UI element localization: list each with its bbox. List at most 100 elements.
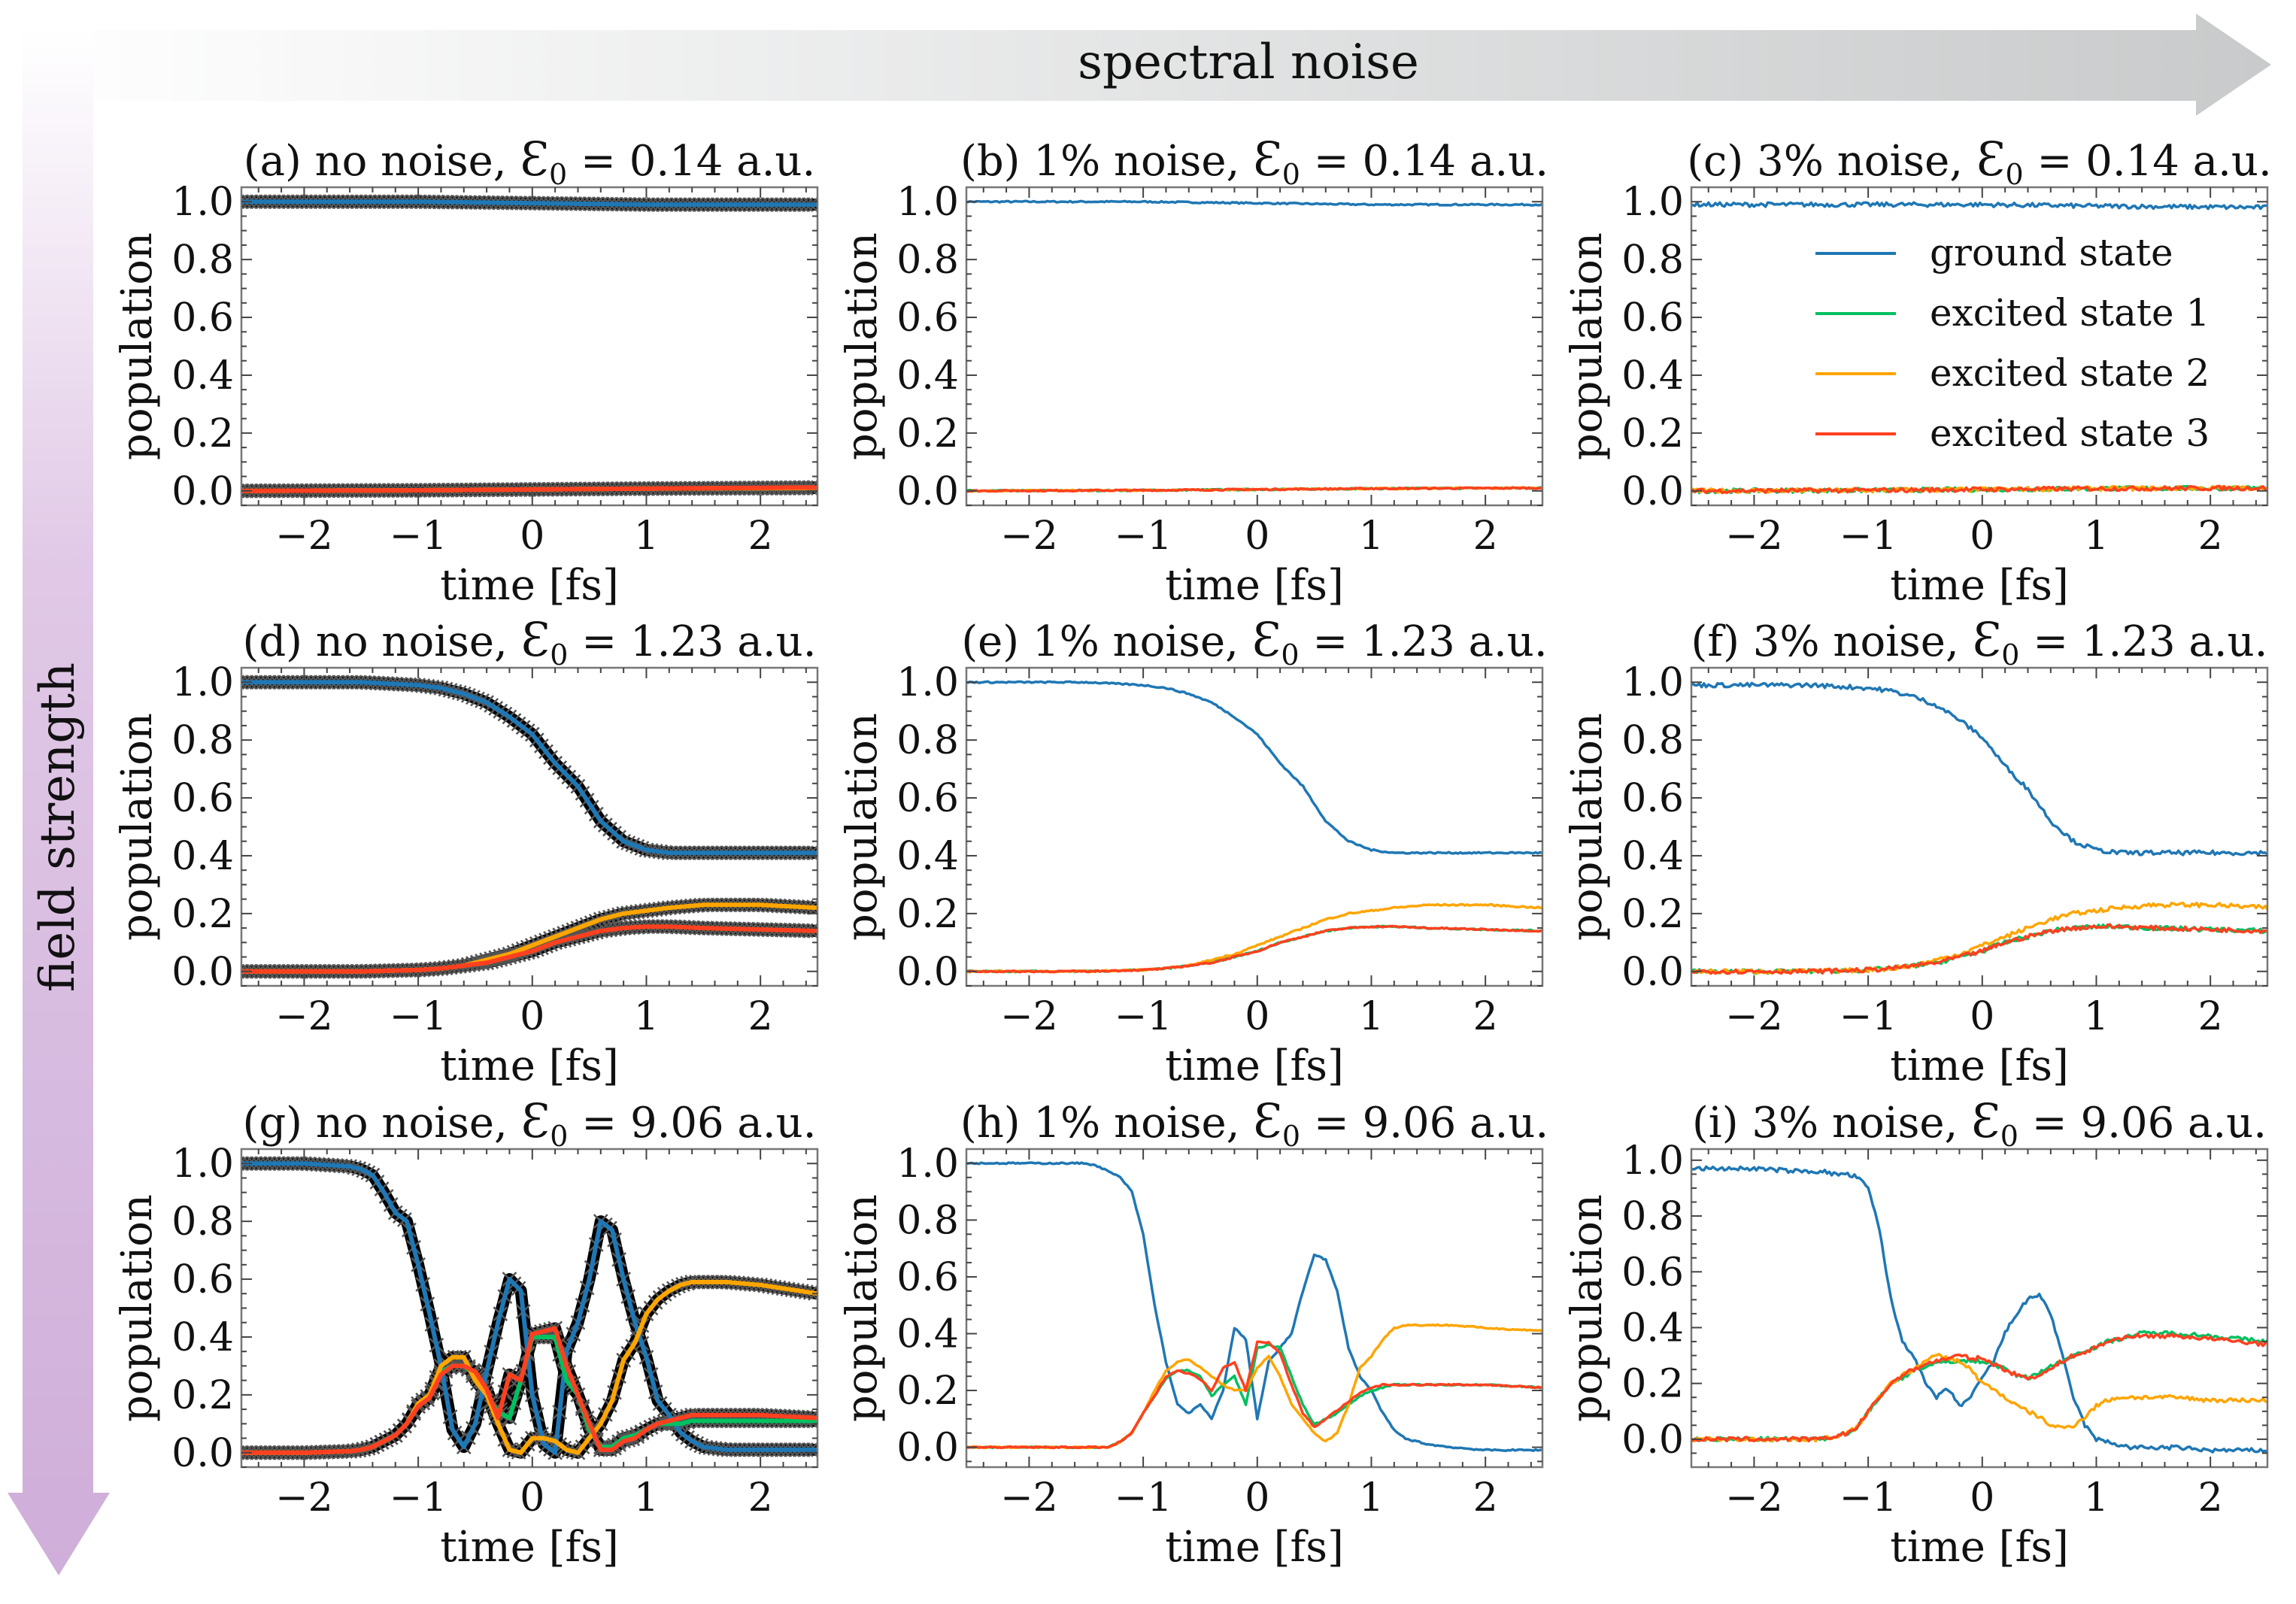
field-symbol: Ɛ (521, 612, 550, 667)
y-tick-label: 0.8 (171, 718, 234, 763)
title-suffix: = 1.23 a.u. (1300, 617, 1548, 666)
axis-ticks (966, 1149, 1542, 1467)
field-subscript: 0 (2006, 158, 2024, 191)
panel-b: (b) 1% noise, Ɛ0 = 0.14 a.u.−2 −1 0 1 20.00.… (838, 132, 1548, 610)
axis-ticks (241, 187, 817, 506)
legend: ground state excited state 1 excited state… (1815, 231, 2210, 455)
series-line-ground (1691, 681, 2267, 857)
y-tick-label: 0.4 (896, 1311, 959, 1357)
field-symbol: Ɛ (1976, 132, 2006, 186)
axis-ticks (1691, 187, 2267, 506)
x-tick-label: −2 (1000, 994, 1058, 1039)
panel-c: (c) 3% noise, Ɛ0 = 0.14 a.u.−2 −1 0 1 20.00.… (1563, 132, 2272, 610)
x-axis-label: time [fs] (440, 561, 619, 610)
y-axis-label: population (1563, 1194, 1612, 1422)
panel-title: (h) 1% noise, Ɛ0 = 9.06 a.u. (960, 1093, 1548, 1153)
legend-label: excited state 1 (1930, 291, 2210, 335)
field-symbol: Ɛ (520, 132, 549, 186)
field-strength-arrow: field strength (8, 30, 110, 1575)
x-axis-label: time [fs] (1890, 561, 2069, 610)
y-tick-label: 0.2 (896, 1369, 959, 1414)
plot-area (241, 194, 817, 499)
y-tick-label: 0.6 (1621, 776, 1684, 821)
x-tick-label: 0 (1970, 514, 1994, 559)
axis-ticks (966, 668, 1542, 987)
series-line-es2 (1691, 1353, 2267, 1443)
axes-frame (240, 186, 819, 507)
y-tick-label: 0.0 (171, 950, 234, 995)
field-subscript: 0 (1282, 1120, 1300, 1153)
legend-label: excited state 2 (1930, 351, 2210, 395)
axes-frame (965, 186, 1544, 507)
panel-title: (g) no noise, Ɛ0 = 9.06 a.u. (242, 1093, 816, 1153)
y-tick-label: 0.2 (1621, 892, 1684, 937)
panel-title: (a) no noise, Ɛ0 = 0.14 a.u. (244, 132, 816, 191)
axis-ticks (1691, 668, 2267, 987)
title-suffix: = 9.06 a.u. (568, 1099, 816, 1148)
y-tick-label: 0.0 (1621, 469, 1684, 514)
x-axis-label: time [fs] (1165, 561, 1344, 610)
axis-ticks (966, 187, 1542, 506)
plot-area (1691, 201, 2267, 495)
legend-label: excited state 3 (1930, 411, 2210, 455)
x-axis-label: time [fs] (1165, 1042, 1344, 1090)
y-tick-label: 0.2 (171, 411, 234, 456)
panel-title: (b) 1% noise, Ɛ0 = 0.14 a.u. (960, 132, 1548, 191)
spectral-noise-arrow: spectral noise (19, 14, 2271, 116)
x-tick-label: −1 (1840, 994, 1897, 1039)
x-tick-label: 1 (634, 1475, 659, 1521)
axes-frame (965, 666, 1544, 987)
y-tick-label: 1.0 (896, 660, 959, 705)
x-tick-label: 2 (2198, 1475, 2223, 1521)
series-line-es3 (241, 1326, 817, 1455)
y-tick-label: 0.2 (171, 1373, 234, 1418)
plot-area (1691, 681, 2267, 975)
title-suffix: = 0.14 a.u. (1300, 137, 1548, 186)
x-tick-label: 1 (2084, 1475, 2109, 1521)
x-tick-label: 1 (2084, 994, 2109, 1039)
x-tick-label: −1 (1115, 994, 1172, 1039)
y-tick-label: 0.0 (171, 1431, 234, 1476)
series-line-es2 (241, 902, 817, 974)
y-tick-label: 0.8 (1621, 718, 1684, 763)
panel-i: (i) 3% noise, Ɛ0 = 9.06 a.u.−2 −1 0 1 20.00.… (1563, 1093, 2269, 1572)
series-line-es3 (241, 924, 817, 974)
title-prefix: (f) 3% noise, (1691, 617, 1973, 666)
plot-area (966, 1161, 1542, 1452)
y-tick-label: 0.6 (896, 1255, 959, 1300)
y-tick-label: 0.6 (171, 1257, 234, 1302)
series-outline-ground (241, 676, 817, 860)
x-tick-label: 1 (634, 514, 659, 559)
x-axis-label: time [fs] (1165, 1523, 1344, 1572)
y-axis-label: population (113, 232, 162, 460)
series-line-es2 (966, 902, 1542, 974)
title-suffix: = 9.06 a.u. (2018, 1099, 2267, 1148)
series-line-es1 (966, 1343, 1542, 1450)
series-line-es3 (1691, 1333, 2267, 1443)
series-line-es2 (1691, 901, 2267, 975)
y-tick-label: 0.6 (1621, 1250, 1684, 1295)
plot-area (966, 680, 1542, 974)
x-tick-label: −2 (275, 994, 333, 1039)
x-tick-label: 0 (520, 1475, 544, 1521)
y-axis-label: population (838, 232, 887, 460)
y-tick-label: 1.0 (1621, 180, 1684, 225)
y-axis-label: population (113, 713, 162, 941)
field-symbol: Ɛ (521, 1093, 550, 1148)
y-tick-label: 0.2 (1621, 1362, 1684, 1407)
x-tick-label: −2 (1725, 994, 1783, 1039)
legend-label: ground state (1930, 231, 2173, 274)
panel-f: (f) 3% noise, Ɛ0 = 1.23 a.u.−2 −1 0 1 20.00.… (1563, 612, 2269, 1090)
y-tick-label: 0.4 (896, 353, 959, 399)
series-line-ground (241, 199, 817, 208)
plot-area (241, 675, 817, 979)
x-tick-label: −2 (1000, 514, 1058, 559)
x-axis-label: time [fs] (440, 1042, 619, 1090)
title-prefix: (d) no noise, (242, 617, 520, 666)
y-tick-label: 0.4 (171, 353, 234, 399)
x-axis-label: time [fs] (1890, 1523, 2069, 1572)
y-tick-label: 0.6 (896, 776, 959, 821)
x-tick-label: −2 (275, 514, 333, 559)
field-strength-label: field strength (30, 663, 86, 993)
